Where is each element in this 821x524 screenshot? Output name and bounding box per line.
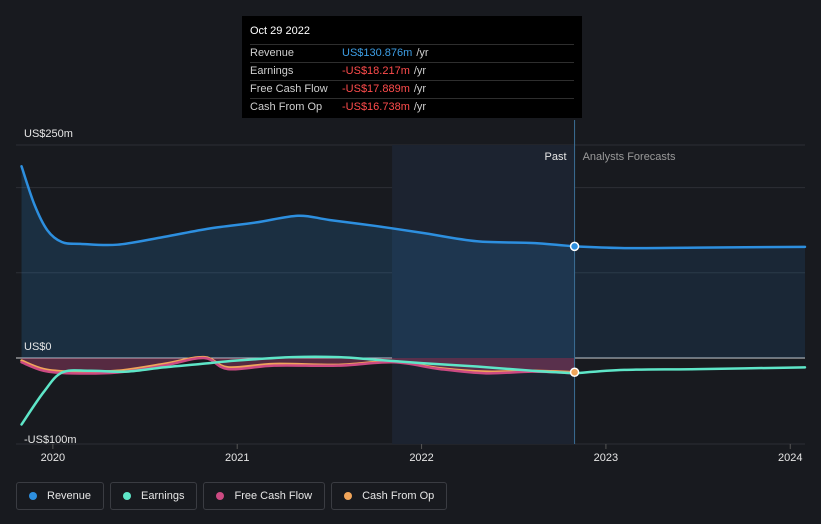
tooltip-value: -US$16.738m	[342, 101, 410, 113]
negative-area	[21, 357, 575, 374]
tooltip-label: Revenue	[250, 47, 295, 59]
tooltip-row-earnings: Earnings -US$18.217m /yr	[250, 62, 574, 80]
tooltip-unit: /yr	[413, 65, 427, 77]
x-tick-label: 2024	[778, 452, 802, 464]
legend-label: Free Cash Flow	[234, 490, 313, 502]
tooltip-row-revenue: Revenue US$130.876m /yr	[250, 44, 574, 62]
y-tick-label: US$0	[24, 341, 52, 353]
legend-dot-icon	[216, 492, 225, 500]
x-tick-label: 2023	[594, 452, 618, 464]
x-tick-label: 2020	[41, 452, 65, 464]
y-tick-label: -US$100m	[24, 434, 77, 446]
tooltip-label: Free Cash Flow	[250, 83, 328, 95]
tooltip-label: Cash From Op	[250, 101, 323, 113]
legend-label: Earnings	[141, 490, 185, 502]
tooltip-date: Oct 29 2022	[250, 25, 310, 37]
legend-label: Revenue	[47, 490, 92, 502]
forecast-line-revenue	[573, 245, 807, 250]
legend-item-free-cash-flow[interactable]: Free Cash Flow	[203, 482, 326, 510]
tooltip-value: US$130.876m	[342, 47, 413, 59]
legend-dot-icon	[123, 492, 132, 500]
tooltip-value: -US$17.889m	[342, 83, 410, 95]
tooltip-row-cash-from-op: Cash From Op -US$16.738m /yr	[250, 98, 574, 116]
tooltip-value: -US$18.217m	[342, 65, 410, 77]
tooltip-row-free-cash-flow: Free Cash Flow -US$17.889m /yr	[250, 80, 574, 98]
data-tooltip: Oct 29 2022 Revenue US$130.876m /yr Earn…	[242, 16, 582, 118]
chart-legend: Revenue Earnings Free Cash Flow Cash Fro…	[16, 482, 448, 510]
x-tick-label: 2021	[225, 452, 249, 464]
tooltip-unit: /yr	[413, 101, 427, 113]
tooltip-unit: /yr	[413, 83, 427, 95]
tooltip-label: Earnings	[250, 65, 294, 77]
legend-item-earnings[interactable]: Earnings	[110, 482, 198, 510]
forecast-line-earnings	[573, 366, 807, 375]
x-tick-label: 2022	[409, 452, 433, 464]
marker-dot-revenue	[569, 241, 580, 252]
legend-item-cash-from-op[interactable]: Cash From Op	[331, 482, 448, 510]
series-line-free-cash-flow	[20, 356, 576, 375]
legend-label: Cash From Op	[362, 490, 435, 502]
series-line-earnings	[20, 355, 576, 426]
past-label: Past	[545, 151, 567, 163]
forecast-label: Analysts Forecasts	[583, 151, 676, 163]
highlight-region	[392, 145, 575, 444]
marker-dot-cash-from-op	[569, 367, 580, 377]
series-line-revenue	[20, 165, 576, 248]
legend-dot-icon	[344, 492, 353, 500]
tooltip-unit: /yr	[416, 47, 429, 59]
y-tick-label: US$250m	[24, 128, 73, 140]
legend-item-revenue[interactable]: Revenue	[16, 482, 105, 510]
legend-dot-icon	[29, 492, 37, 500]
revenue-forecast-area	[574, 246, 805, 358]
series-line-cash-from-op	[20, 355, 576, 374]
revenue-area	[21, 166, 575, 358]
